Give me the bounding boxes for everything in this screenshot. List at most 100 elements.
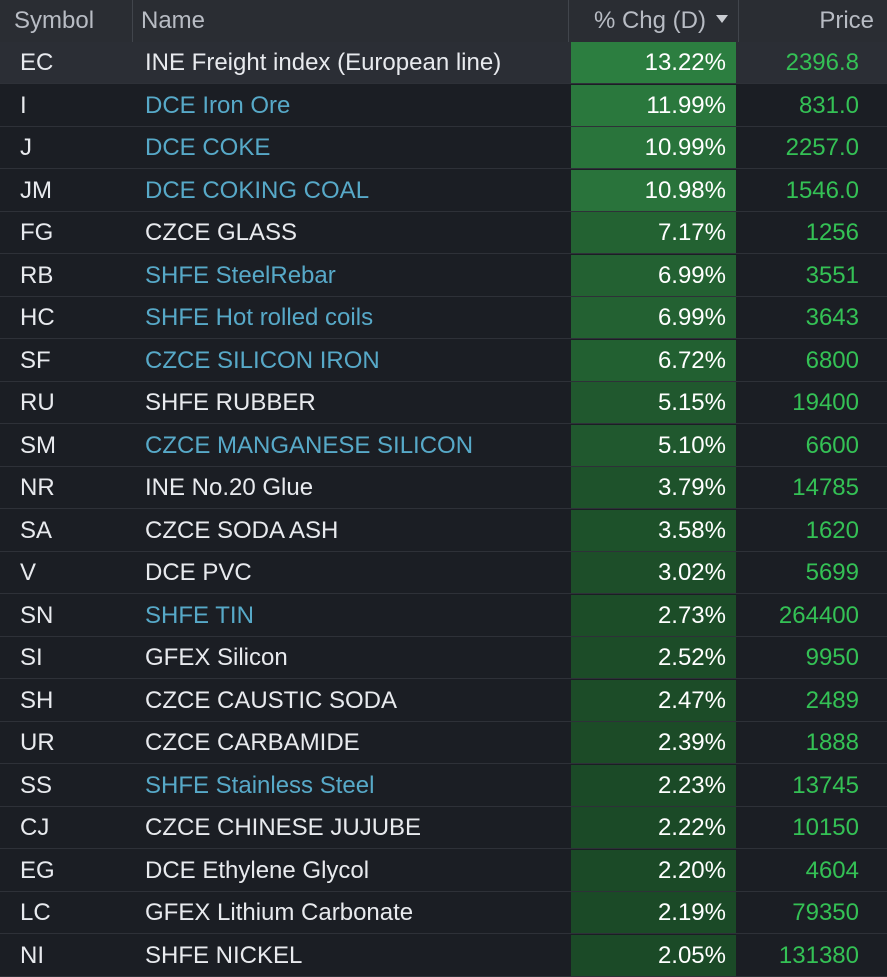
change-cell: 2.73% (571, 594, 736, 636)
name-cell: INE No.20 Glue (145, 474, 314, 501)
name-link[interactable]: CZCE MANGANESE SILICON (145, 431, 474, 459)
name-link[interactable]: DCE COKE (145, 134, 271, 161)
change-cell: 5.10% (571, 424, 736, 466)
table-row[interactable]: SS SHFE Stainless Steel 2.23% 13745 (0, 764, 887, 807)
price-cell: 131380 (778, 941, 859, 969)
symbol-cell: LC (20, 899, 51, 926)
price-cell: 9950 (805, 644, 859, 671)
price-cell: 4604 (805, 856, 859, 884)
symbol-cell: FG (20, 219, 54, 246)
change-cell: 3.02% (571, 552, 736, 593)
table-row[interactable]: SN SHFE TIN 2.73% 264400 (0, 594, 887, 637)
price-cell: 14785 (792, 474, 859, 501)
table-row[interactable]: JM DCE COKING COAL 10.98% 1546.0 (0, 169, 887, 212)
change-cell: 13.22% (571, 42, 736, 83)
change-cell: 2.22% (571, 807, 736, 848)
price-cell: 3551 (805, 261, 859, 289)
table-row[interactable]: SI GFEX Silicon 2.52% 9950 (0, 637, 887, 679)
table-row[interactable]: V DCE PVC 3.02% 5699 (0, 552, 887, 594)
column-header-symbol[interactable]: Symbol (0, 0, 133, 42)
symbol-cell: J (20, 134, 32, 161)
change-cell: 3.79% (571, 467, 736, 508)
table-row[interactable]: NI SHFE NICKEL 2.05% 131380 (0, 934, 887, 977)
table-row[interactable]: UR CZCE CARBAMIDE 2.39% 1888 (0, 722, 887, 764)
change-cell: 11.99% (571, 84, 736, 126)
symbol-cell: JM (20, 176, 52, 204)
change-cell: 2.19% (571, 892, 736, 933)
price-cell: 19400 (792, 389, 859, 416)
table-row[interactable]: RU SHFE RUBBER 5.15% 19400 (0, 382, 887, 424)
name-cell: GFEX Lithium Carbonate (145, 899, 414, 926)
name-cell: SHFE RUBBER (145, 389, 316, 416)
table-row[interactable]: SM CZCE MANGANESE SILICON 5.10% 6600 (0, 424, 887, 467)
change-cell: 2.05% (571, 934, 736, 976)
change-cell: 2.47% (571, 679, 736, 721)
table-header: Symbol Name % Chg (D) Price (0, 0, 887, 43)
symbol-cell: SF (20, 346, 51, 374)
name-link[interactable]: SHFE TIN (145, 601, 254, 629)
symbol-cell: RB (20, 261, 54, 289)
name-link[interactable]: SHFE SteelRebar (145, 261, 336, 289)
name-cell: CZCE CAUSTIC SODA (145, 686, 398, 714)
column-header-price[interactable]: Price (819, 7, 874, 34)
symbol-cell: SI (20, 644, 43, 671)
name-link[interactable]: SHFE Hot rolled coils (145, 304, 374, 331)
symbol-cell: CJ (20, 814, 50, 841)
change-cell: 2.52% (571, 637, 736, 678)
table-row[interactable]: NR INE No.20 Glue 3.79% 14785 (0, 467, 887, 509)
symbol-cell: HC (20, 304, 55, 331)
symbol-cell: SA (20, 516, 53, 544)
change-cell: 6.99% (571, 254, 736, 296)
price-cell: 2396.8 (785, 49, 859, 76)
name-link[interactable]: DCE Iron Ore (145, 91, 291, 119)
column-header-name[interactable]: Name (133, 0, 569, 42)
change-cell: 3.58% (571, 509, 736, 551)
price-cell: 3643 (805, 304, 859, 331)
table-row[interactable]: RB SHFE SteelRebar 6.99% 3551 (0, 254, 887, 297)
change-cell: 7.17% (571, 212, 736, 253)
price-cell: 1256 (805, 219, 859, 246)
price-cell: 2489 (805, 686, 859, 714)
name-cell: CZCE SODA ASH (145, 516, 339, 544)
symbol-cell: SM (20, 431, 56, 459)
column-header-chg[interactable]: % Chg (D) (569, 0, 739, 42)
table-row[interactable]: SH CZCE CAUSTIC SODA 2.47% 2489 (0, 679, 887, 722)
price-cell: 10150 (792, 814, 859, 841)
price-cell: 831.0 (798, 91, 859, 119)
table-row[interactable]: EG DCE Ethylene Glycol 2.20% 4604 (0, 849, 887, 892)
name-cell: SHFE NICKEL (145, 941, 303, 969)
table-row[interactable]: SF CZCE SILICON IRON 6.72% 6800 (0, 339, 887, 382)
price-cell: 1620 (805, 516, 859, 544)
price-cell: 13745 (792, 771, 859, 799)
symbol-cell: EC (20, 49, 54, 76)
change-cell: 5.15% (571, 382, 736, 423)
symbol-cell: V (20, 559, 37, 586)
symbol-cell: UR (20, 729, 55, 756)
name-cell: CZCE CHINESE JUJUBE (145, 814, 422, 841)
table-row[interactable]: I DCE Iron Ore 11.99% 831.0 (0, 84, 887, 127)
name-cell: CZCE GLASS (145, 219, 298, 246)
price-cell: 5699 (805, 559, 859, 586)
symbol-cell: SN (20, 601, 54, 629)
change-cell: 10.98% (571, 169, 736, 211)
symbol-cell: EG (20, 856, 55, 884)
name-link[interactable]: CZCE SILICON IRON (145, 346, 380, 374)
change-cell: 6.99% (571, 297, 736, 338)
table-row[interactable]: FG CZCE GLASS 7.17% 1256 (0, 212, 887, 254)
change-cell: 6.72% (571, 339, 736, 381)
price-cell: 6600 (805, 431, 859, 459)
name-link[interactable]: DCE COKING COAL (145, 176, 370, 204)
sort-descending-icon[interactable] (716, 15, 728, 23)
table-row[interactable]: J DCE COKE 10.99% 2257.0 (0, 127, 887, 169)
price-cell: 2257.0 (785, 134, 859, 161)
table-row[interactable]: HC SHFE Hot rolled coils 6.99% 3643 (0, 297, 887, 339)
name-link[interactable]: SHFE Stainless Steel (145, 771, 375, 799)
symbol-cell: SS (20, 771, 53, 799)
table-row[interactable]: LC GFEX Lithium Carbonate 2.19% 79350 (0, 892, 887, 934)
price-cell: 1546.0 (785, 176, 859, 204)
table-row[interactable]: EC INE Freight index (European line) 13.22… (0, 42, 887, 84)
name-cell: CZCE CARBAMIDE (145, 729, 360, 756)
table-row[interactable]: SA CZCE SODA ASH 3.58% 1620 (0, 509, 887, 552)
table-row[interactable]: CJ CZCE CHINESE JUJUBE 2.22% 10150 (0, 807, 887, 849)
